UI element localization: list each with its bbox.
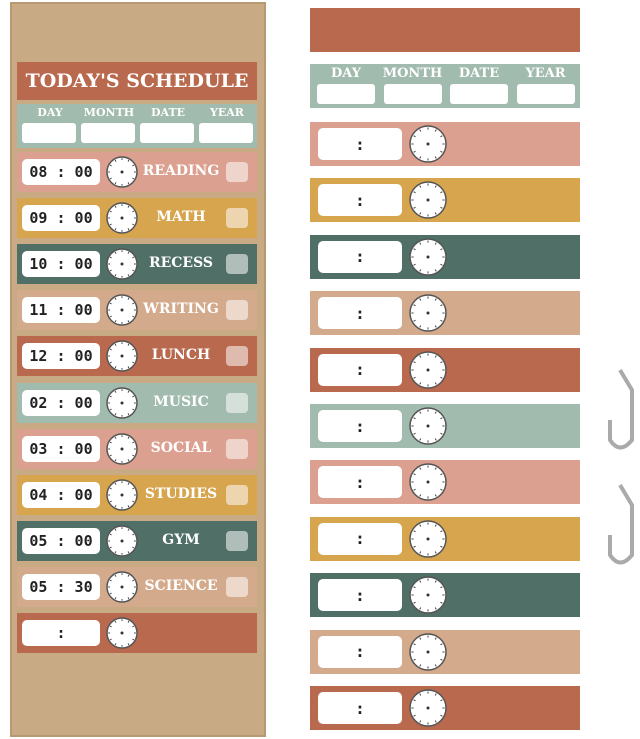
time-box: 11 : 00 (22, 297, 100, 324)
subject-label: SOCIAL (150, 439, 212, 456)
subject-label: RECESS (148, 255, 214, 272)
subject-icon (226, 438, 248, 459)
time-box: : (318, 128, 402, 160)
clock (106, 156, 138, 188)
subject-icon (226, 162, 248, 182)
subject-icon (226, 254, 248, 275)
time-box: : (318, 466, 402, 499)
date-label: DATE (458, 66, 500, 81)
time-box: 08 : 00 (22, 159, 100, 185)
clock (409, 689, 447, 727)
time-box: : (318, 635, 402, 668)
date-box (199, 123, 253, 143)
time-box: : (318, 240, 402, 273)
time-box: 05 : 00 (22, 527, 100, 554)
time-box: : (318, 297, 402, 330)
clock (409, 463, 447, 502)
subject-icon (226, 530, 248, 551)
chart-title: TODAY'S SCHEDULE (17, 62, 257, 100)
clock (106, 294, 138, 327)
clock (409, 520, 447, 558)
date-label: YEAR (210, 106, 244, 119)
hooks (608, 368, 634, 565)
time-box: 05 : 30 (22, 573, 100, 600)
clock (106, 571, 138, 603)
time-box: : (318, 522, 402, 555)
time-box: : (318, 410, 402, 442)
clock (106, 340, 138, 373)
time-box: : (318, 692, 402, 724)
subject-icon (226, 208, 248, 229)
date-box (81, 123, 135, 143)
subject-label: MATH (156, 209, 206, 226)
time-box: : (318, 353, 402, 386)
subject-icon (226, 484, 248, 505)
title-card (310, 8, 580, 52)
time-box: : (318, 579, 402, 612)
date-label: YEAR (525, 66, 566, 81)
date-label: MONTH (83, 106, 135, 119)
clock (106, 525, 138, 557)
subject-icon (226, 300, 248, 321)
date-box (317, 84, 375, 104)
subject-icon (226, 576, 248, 597)
date-box (450, 84, 508, 104)
clock (106, 432, 138, 465)
clock (106, 478, 138, 511)
clock (409, 350, 447, 389)
date-label: DATE (150, 106, 186, 119)
clock (106, 202, 138, 234)
time-box: 04 : 00 (22, 481, 100, 508)
subject-label: MUSIC (153, 393, 209, 410)
time-box: 12 : 00 (22, 343, 100, 370)
time-box: 03 : 00 (22, 435, 100, 462)
date-box (516, 84, 575, 104)
subject-label: WRITING (143, 301, 219, 318)
clock (409, 632, 447, 671)
time-box: 02 : 00 (22, 389, 100, 416)
subject-label: LUNCH (151, 347, 211, 364)
subject-label: GYM (162, 531, 200, 548)
clock (106, 617, 138, 649)
clock (409, 294, 447, 332)
subject-icon (226, 392, 248, 413)
time-box: 09 : 00 (22, 205, 100, 232)
clock (409, 125, 447, 163)
date-label: DAY (331, 66, 361, 81)
date-box (22, 123, 76, 143)
date-label: MONTH (382, 66, 443, 81)
subject-icon (226, 346, 248, 367)
time-box: : (22, 620, 100, 646)
clock (409, 576, 447, 614)
date-box (140, 123, 194, 143)
clock (409, 238, 447, 276)
clock (106, 386, 138, 419)
subject-label: READING (142, 163, 220, 179)
clock (409, 181, 447, 220)
date-box (383, 84, 442, 104)
time-box: 10 : 00 (22, 251, 100, 278)
date-label: DAY (37, 106, 63, 119)
subject-label: SCIENCE (144, 577, 218, 594)
subject-label: STUDIES (144, 485, 218, 502)
clock (106, 248, 138, 280)
time-box: : (318, 184, 402, 217)
clock (409, 407, 447, 445)
